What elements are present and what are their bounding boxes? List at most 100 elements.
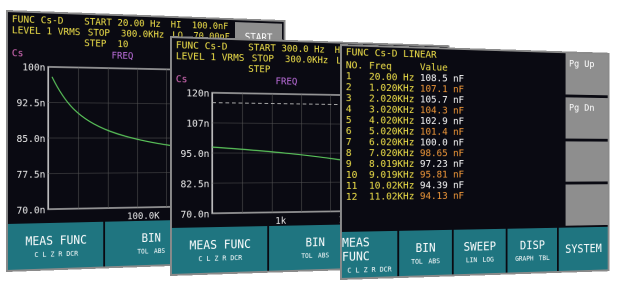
- table-row: 98.019KHz97.23 nF: [346, 159, 470, 170]
- softkey-option: TOL: [301, 252, 312, 260]
- softkey-bar: MEAS FUNCC L Z R DCRBINTOLABSSWEEPLINLOG…: [342, 227, 608, 278]
- softkey-option: ABS: [318, 251, 329, 259]
- softkey-option: C L Z R DCR: [347, 265, 391, 274]
- table-row: 109.019KHz95.81 nF: [346, 170, 470, 181]
- y-tick-label: 82.5n: [181, 179, 210, 190]
- y-tick-label: 95.0n: [181, 149, 210, 160]
- header-cell: NO.: [346, 60, 369, 72]
- trace-y-name: Cs: [12, 48, 24, 59]
- status-field: [12, 36, 77, 49]
- table-cell: 3: [346, 93, 369, 104]
- sweep-table: NO.FreqValue120.00 Hz108.5 nF21.020KHz10…: [346, 60, 470, 203]
- table-cell: 6: [346, 126, 369, 137]
- table-cell: 5: [346, 115, 369, 126]
- softkey-option: C L Z R DCR: [34, 249, 78, 258]
- table-cell: 8.019KHz: [369, 159, 420, 170]
- softkey[interactable]: SYSTEM: [559, 227, 608, 271]
- table-cell: 8: [346, 148, 369, 159]
- softkey-option: C L Z R DCR: [198, 254, 242, 263]
- table-cell: 11: [346, 181, 369, 192]
- trace-x-name: FREQ: [275, 76, 297, 87]
- table-cell: 12: [346, 192, 369, 203]
- softkey-label: DISP: [520, 238, 545, 252]
- table-row: 87.020KHz98.65 nF: [346, 148, 470, 159]
- y-tick-label: 70.0n: [17, 205, 46, 217]
- softkey-option: GRAPH: [515, 254, 533, 262]
- softkey[interactable]: DISP GRAPH TBL: [507, 228, 557, 273]
- softkey-options: TOL ABS: [301, 251, 329, 259]
- softkey-option: LOG: [483, 255, 494, 263]
- table-cell: 101.4 nF: [420, 127, 470, 138]
- softkey-label: BIN: [306, 235, 325, 249]
- table-cell: 105.7 nF: [420, 95, 470, 107]
- table-cell: 5.020KHz: [369, 126, 420, 137]
- table-row: 65.020KHz101.4 nF: [346, 126, 470, 138]
- table-cell: 1: [346, 71, 369, 82]
- softkey-options: C L Z R DCR: [198, 254, 242, 263]
- softkey-options: TOL ABS: [411, 257, 440, 266]
- softkey[interactable]: MEAS FUNCC L Z R DCR: [8, 222, 104, 270]
- table-cell: 100.0 nF: [420, 138, 470, 149]
- softkey-label: SWEEP: [464, 239, 496, 253]
- softkey-label: SYSTEM: [565, 242, 602, 256]
- y-tick-label: 77.5n: [17, 170, 46, 181]
- side-button[interactable]: [566, 184, 608, 225]
- table-cell: 4: [346, 104, 369, 115]
- table-cell: 6.020KHz: [369, 137, 420, 148]
- softkey[interactable]: BINTOLABS: [399, 230, 452, 276]
- softkey-label: MEAS FUNC: [189, 237, 250, 252]
- trace-x-name: FREQ: [111, 51, 133, 62]
- y-tick-label: 85.0n: [17, 134, 46, 145]
- softkey-option: TOL: [137, 247, 148, 255]
- softkey[interactable]: MEAS FUNC C L Z R DCR: [172, 226, 268, 274]
- softkey-label: BIN: [142, 230, 161, 244]
- y-tick-label: 92.5n: [17, 98, 46, 109]
- softkey-options: C L Z R DCR: [347, 265, 391, 274]
- table-cell: 10.02KHz: [369, 181, 420, 192]
- table-cell: 7: [346, 137, 369, 148]
- softkey-options: TOL ABS: [137, 247, 165, 256]
- trace-y-name: Cs: [176, 74, 188, 85]
- table-cell: 3.020KHz: [369, 104, 420, 116]
- screenshot: FUNC Cs-DSTART 20.00 HzHI 100.0nFLEVEL 1…: [0, 0, 632, 282]
- softkey-options: LIN LOG: [466, 255, 494, 263]
- softkey[interactable]: MEAS FUNC C L Z R DCR: [342, 231, 397, 278]
- table-row: 76.020KHz100.0 nF: [346, 137, 470, 148]
- softkey-options: C L Z R DCR: [34, 249, 78, 258]
- side-button[interactable]: Pg Dn: [566, 97, 608, 138]
- softkey-option: TBL: [539, 254, 550, 262]
- table-row: 1211.02KHz94.13 nF: [346, 191, 470, 203]
- y-tick-label: 107n: [186, 119, 209, 130]
- y-tick-label: 100n: [22, 62, 45, 74]
- table-cell: 7.020KHz: [369, 148, 420, 159]
- status-field: STEP: [248, 64, 328, 77]
- table-cell: 94.13 nF: [420, 191, 470, 202]
- softkey-option: LIN: [466, 256, 477, 264]
- table-cell: 11.02KHz: [369, 191, 420, 202]
- status-field: STEP 10: [84, 38, 164, 51]
- y-tick-label: 70.0n: [181, 209, 210, 221]
- softkey-option: ABS: [428, 257, 440, 265]
- table-cell: 97.23 nF: [420, 159, 470, 170]
- status-field: [176, 62, 241, 74]
- table-cell: 10: [346, 170, 369, 181]
- softkey[interactable]: SWEEP LIN LOG: [454, 229, 506, 275]
- table-cell: 104.3 nF: [420, 105, 470, 116]
- side-buttons: Pg UpPg Dn: [566, 53, 608, 226]
- table-cell: 95.81 nF: [420, 170, 470, 181]
- softkey-options: GRAPH TBL: [515, 254, 550, 263]
- side-button[interactable]: [566, 141, 608, 182]
- instrument-screen: FUNC Cs-D LINEARPg UpPg DnNO.FreqValue12…: [340, 44, 609, 280]
- table-cell: 98.65 nF: [420, 148, 470, 159]
- side-button[interactable]: Pg Up: [566, 53, 608, 95]
- table-cell: 9.019KHz: [369, 170, 420, 181]
- table-cell: 94.39 nF: [420, 180, 470, 191]
- softkey-label: MEAS FUNC: [25, 232, 86, 248]
- table-cell: 2.020KHz: [369, 94, 420, 106]
- softkey-option: TOL: [411, 257, 423, 265]
- table-cell: 4.020KHz: [369, 115, 420, 126]
- softkey-option: ABS: [154, 247, 165, 255]
- table-cell: 9: [346, 159, 369, 170]
- softkey-label: MEAS FUNC: [342, 234, 397, 263]
- table-cell: 2: [346, 82, 369, 93]
